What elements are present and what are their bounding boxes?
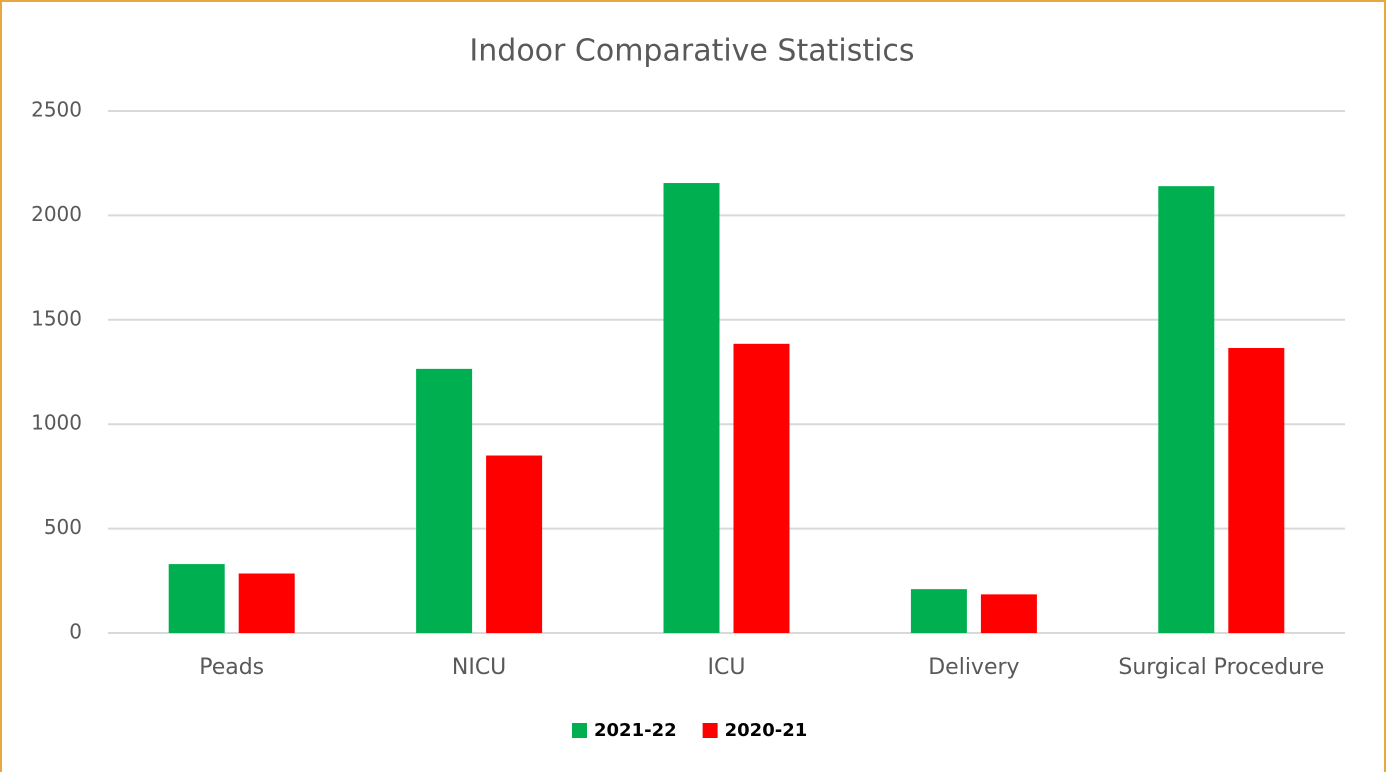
legend-swatch <box>702 723 718 738</box>
x-tick-label: Delivery <box>928 655 1019 680</box>
y-tick-label: 1500 <box>31 306 82 330</box>
bar <box>1228 347 1285 633</box>
legend-label: 2021-22 <box>594 720 677 741</box>
y-tick-label: 1000 <box>31 411 82 435</box>
chart-title: Indoor Comparative Statistics <box>469 34 914 69</box>
bar <box>1158 186 1215 633</box>
y-tick-label: 0 <box>69 620 82 644</box>
x-tick-label: ICU <box>708 655 746 680</box>
bar <box>238 573 295 633</box>
bar <box>663 183 720 633</box>
y-tick-label: 2000 <box>31 202 82 226</box>
legend-swatch <box>572 723 587 738</box>
legend-label: 2020-21 <box>725 720 808 741</box>
bar <box>733 343 790 633</box>
bar <box>416 368 473 633</box>
y-tick-label: 2500 <box>31 98 82 122</box>
y-tick-label: 500 <box>44 515 82 539</box>
bar <box>168 564 225 633</box>
x-tick-label: Peads <box>199 655 264 680</box>
bar <box>486 455 543 633</box>
bar <box>980 594 1037 633</box>
x-tick-label: Surgical Procedure <box>1118 655 1324 680</box>
bar <box>910 589 967 633</box>
x-tick-label: NICU <box>452 655 506 680</box>
